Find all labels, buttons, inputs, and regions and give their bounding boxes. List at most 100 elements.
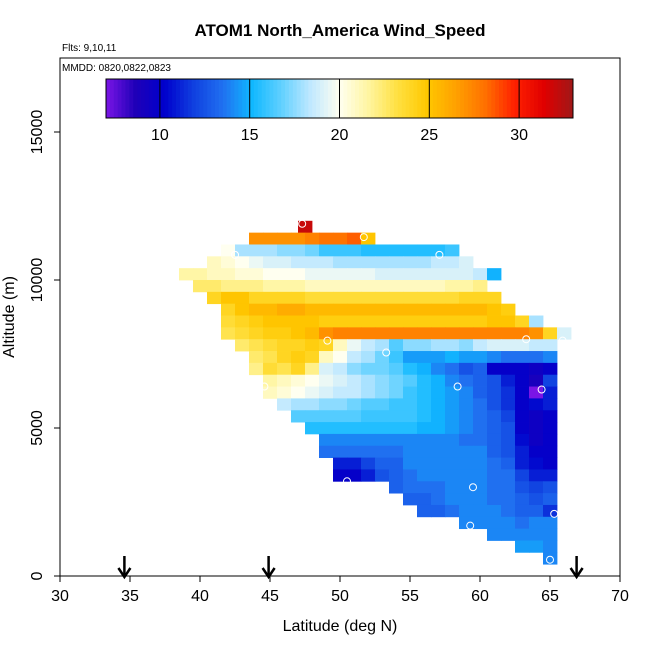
colorbar-segment bbox=[417, 79, 422, 118]
heatmap-cell bbox=[473, 481, 488, 494]
colorbar-segment bbox=[530, 79, 535, 118]
heatmap-cell bbox=[403, 410, 418, 423]
colorbar-segment bbox=[370, 79, 376, 118]
heatmap-cell bbox=[431, 422, 446, 435]
heatmap-cell bbox=[445, 410, 460, 423]
heatmap-cell bbox=[361, 386, 376, 399]
colorbar-segment bbox=[487, 79, 492, 118]
heatmap-cell bbox=[249, 232, 264, 245]
heatmap-cell bbox=[501, 410, 516, 423]
heatmap-cell bbox=[333, 268, 348, 281]
heatmap-cell bbox=[277, 339, 292, 352]
colorbar-segment bbox=[296, 79, 302, 118]
colorbar-segment bbox=[413, 79, 418, 118]
heatmap-cell bbox=[529, 327, 544, 340]
heatmap-cell bbox=[347, 386, 362, 399]
heatmap-cell bbox=[305, 351, 320, 364]
heatmap-cell bbox=[389, 315, 404, 328]
heatmap-cell bbox=[375, 268, 390, 281]
heatmap-cell bbox=[347, 268, 362, 281]
heatmap-cells bbox=[179, 220, 572, 565]
heatmap-cell bbox=[249, 291, 264, 305]
heatmap-cell bbox=[305, 422, 320, 435]
heatmap-cell bbox=[347, 315, 362, 328]
colorbar-segment bbox=[242, 79, 247, 118]
colorbar-segment bbox=[537, 79, 543, 118]
heatmap-cell bbox=[445, 493, 460, 506]
heatmap-cell bbox=[361, 232, 376, 245]
heatmap-cell bbox=[361, 268, 376, 281]
heatmap-cell bbox=[501, 374, 516, 387]
x-tick-label: 65 bbox=[541, 588, 559, 605]
heatmap-cell bbox=[305, 268, 320, 281]
heatmap-cell bbox=[291, 374, 306, 387]
heatmap-cell bbox=[389, 481, 404, 494]
colorbar-segment bbox=[148, 79, 154, 118]
heatmap-cell bbox=[459, 256, 474, 269]
heatmap-cell bbox=[473, 268, 488, 281]
colorbar-segment bbox=[199, 79, 204, 118]
y-axis-label: Altitude (m) bbox=[1, 276, 18, 358]
colorbar-segment bbox=[475, 79, 481, 118]
colorbar-segment bbox=[436, 79, 442, 118]
heatmap-cell bbox=[487, 291, 502, 305]
heatmap-cell bbox=[459, 280, 474, 293]
heatmap-cell bbox=[459, 303, 474, 316]
heatmap-cell bbox=[305, 386, 320, 399]
heatmap-cell bbox=[263, 362, 278, 376]
colorbar-segment bbox=[549, 79, 555, 118]
heatmap-cell bbox=[417, 268, 432, 281]
heatmap-cell bbox=[333, 410, 348, 423]
heatmap-cell bbox=[375, 291, 390, 305]
heatmap-cell bbox=[543, 516, 558, 530]
heatmap-cell bbox=[361, 362, 376, 376]
heatmap-cell bbox=[529, 528, 544, 541]
heatmap-cell bbox=[221, 303, 236, 316]
colorbar-segment bbox=[526, 79, 531, 118]
heatmap-cell bbox=[417, 493, 432, 506]
heatmap-cell bbox=[515, 445, 530, 458]
heatmap-cell bbox=[361, 410, 376, 423]
heatmap-cell bbox=[263, 280, 278, 293]
heatmap-cell bbox=[305, 315, 320, 328]
heatmap-cell bbox=[277, 268, 292, 281]
heatmap-cell bbox=[515, 362, 530, 376]
flight-point bbox=[558, 336, 567, 345]
colorbar-segment bbox=[168, 79, 173, 118]
heatmap-cell bbox=[277, 374, 292, 387]
colorbar-segment bbox=[366, 79, 372, 118]
x-tick-label: 55 bbox=[401, 588, 419, 605]
heatmap-cell bbox=[291, 268, 306, 281]
heatmap-cell bbox=[361, 457, 376, 470]
heatmap-cell bbox=[361, 445, 376, 458]
heatmap-cell bbox=[389, 457, 404, 470]
heatmap-cell bbox=[529, 504, 544, 518]
heatmap-cell bbox=[557, 327, 572, 340]
colorbar-segment bbox=[207, 79, 212, 118]
heatmap-cell bbox=[501, 398, 516, 411]
heatmap-cell bbox=[249, 327, 264, 340]
heatmap-cell bbox=[473, 303, 488, 316]
colorbar-segment bbox=[541, 79, 547, 118]
heatmap-cell bbox=[361, 422, 376, 435]
y-tick-label: 10000 bbox=[29, 258, 46, 303]
heatmap-cell bbox=[487, 469, 502, 482]
heatmap-cell bbox=[375, 374, 390, 387]
heatmap-cell bbox=[487, 504, 502, 518]
heatmap-cell bbox=[193, 280, 208, 293]
heatmap-cell bbox=[431, 291, 446, 305]
heatmap-cell bbox=[403, 398, 418, 411]
heatmap-cell bbox=[389, 410, 404, 423]
colorbar-segment bbox=[378, 79, 383, 118]
heatmap-cell bbox=[529, 398, 544, 411]
colorbar-segment bbox=[374, 79, 379, 118]
heatmap-cell bbox=[249, 256, 264, 269]
heatmap-cell bbox=[459, 433, 474, 447]
heatmap-cell bbox=[487, 303, 502, 316]
heatmap-cell bbox=[445, 398, 460, 411]
heatmap-cell bbox=[529, 493, 544, 506]
down-arrow-icon bbox=[117, 556, 132, 580]
heatmap-cell bbox=[529, 351, 544, 364]
colorbar-segment bbox=[144, 79, 150, 118]
